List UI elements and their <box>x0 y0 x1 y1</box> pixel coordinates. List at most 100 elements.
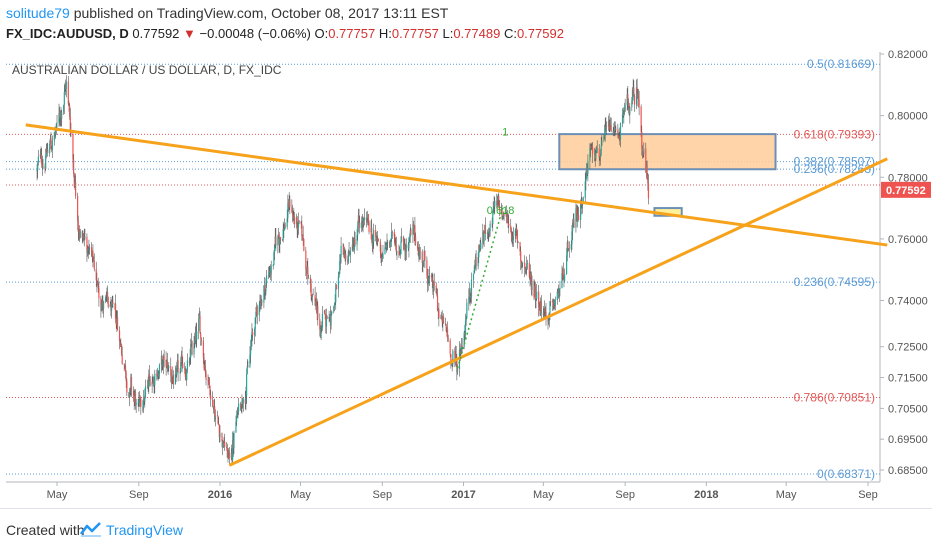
candle-body <box>385 244 387 248</box>
candle-body <box>78 231 80 233</box>
candle-body <box>250 338 252 347</box>
candle-body <box>158 364 161 374</box>
candle-body <box>494 200 496 207</box>
candle-body <box>180 361 182 372</box>
candle-body <box>619 138 621 140</box>
candle-body <box>162 364 164 367</box>
tradingview-brand[interactable]: TradingView <box>106 522 184 538</box>
candle-body <box>498 195 500 201</box>
candle-body <box>208 377 210 381</box>
candle-body <box>554 299 556 307</box>
candle-body <box>609 128 611 130</box>
candle-body <box>371 240 373 246</box>
resistance-zone-box[interactable] <box>558 133 777 171</box>
candle-body <box>478 245 481 250</box>
candle-body <box>353 246 355 251</box>
candle-body <box>454 354 457 359</box>
candle-body <box>273 244 276 253</box>
chart-title: AUSTRALIAN DOLLAR / US DOLLAR, D, FX_IDC <box>12 63 282 77</box>
candle-body <box>185 377 187 380</box>
candle-body <box>608 121 610 129</box>
candle-body <box>214 415 216 421</box>
ascending-trendline[interactable] <box>228 157 888 467</box>
candle-body <box>148 373 150 388</box>
candle-body <box>221 433 223 441</box>
candle-body <box>53 132 55 141</box>
candle-body <box>278 234 280 245</box>
last-price: 0.77592 <box>132 26 180 41</box>
candle-body <box>584 181 586 198</box>
candle-body <box>283 224 286 231</box>
candle-body <box>244 399 246 404</box>
candle-body <box>88 247 91 248</box>
candle-body <box>570 244 572 250</box>
price-chart[interactable]: AUSTRALIAN DOLLAR / US DOLLAR, D, FX_IDC… <box>0 46 932 508</box>
candle-body <box>390 239 392 242</box>
fib-annotation: 1 <box>502 127 508 139</box>
candle-body <box>174 374 177 385</box>
candle-body <box>446 329 448 331</box>
candle-body <box>435 285 437 294</box>
candle-body <box>282 228 284 240</box>
candle-body <box>41 164 43 168</box>
candle-body <box>526 262 528 264</box>
candle-body <box>575 208 577 228</box>
candle-body <box>562 269 564 279</box>
candle-body <box>149 379 151 386</box>
fib-level-label: 0.618(0.79393) <box>794 127 875 141</box>
candle-body <box>414 236 417 244</box>
candle-body <box>170 366 172 376</box>
candle-body <box>446 329 449 338</box>
candle-body <box>277 236 279 246</box>
candle-body <box>42 166 44 168</box>
candle-body <box>496 200 498 206</box>
candle-body <box>91 250 93 257</box>
candle-body <box>292 214 294 219</box>
candle-body <box>440 317 442 319</box>
candle-body <box>493 201 495 207</box>
candle-body <box>593 153 596 156</box>
candle-body <box>67 81 69 104</box>
candle-body <box>289 199 291 208</box>
author-link[interactable]: solitude79 <box>6 5 70 21</box>
close-label: C: <box>503 26 517 41</box>
candle-body <box>77 220 79 233</box>
candle-body <box>564 273 566 282</box>
candle-body <box>100 304 103 311</box>
candle-body <box>240 403 242 410</box>
candle-body <box>571 231 573 245</box>
candle-body <box>325 316 328 327</box>
candle-body <box>148 373 151 380</box>
candle-body <box>413 224 415 235</box>
candle-body <box>241 400 243 409</box>
candle-body <box>118 330 121 342</box>
candle-body <box>512 239 514 242</box>
candle-body <box>55 123 57 129</box>
price-tick-label: 0.69500 <box>888 434 928 446</box>
candle-body <box>277 234 280 237</box>
candle-body <box>246 373 248 396</box>
candle-body <box>307 266 309 279</box>
candle-body <box>455 354 457 360</box>
candle-body <box>311 294 314 297</box>
candle-body <box>550 301 552 303</box>
candle-body <box>190 343 192 358</box>
candle-body <box>311 296 313 298</box>
candle-body <box>441 315 443 323</box>
price-tick-label: 0.82000 <box>888 49 928 61</box>
candle-body <box>365 217 367 220</box>
candle-body <box>60 111 62 120</box>
price-tick-label: 0.80000 <box>888 111 928 123</box>
candle-body <box>251 332 253 339</box>
candle-body <box>524 262 526 269</box>
tradingview-logo-icon[interactable] <box>80 521 102 537</box>
candle-body <box>395 244 397 252</box>
candle-body <box>59 111 61 118</box>
candle-body <box>468 296 470 303</box>
candle-body <box>647 175 649 183</box>
candle-body <box>166 361 169 369</box>
candle-body <box>474 264 476 271</box>
candle-body <box>184 367 186 371</box>
candle-body <box>542 312 544 315</box>
candle-body <box>200 338 202 341</box>
